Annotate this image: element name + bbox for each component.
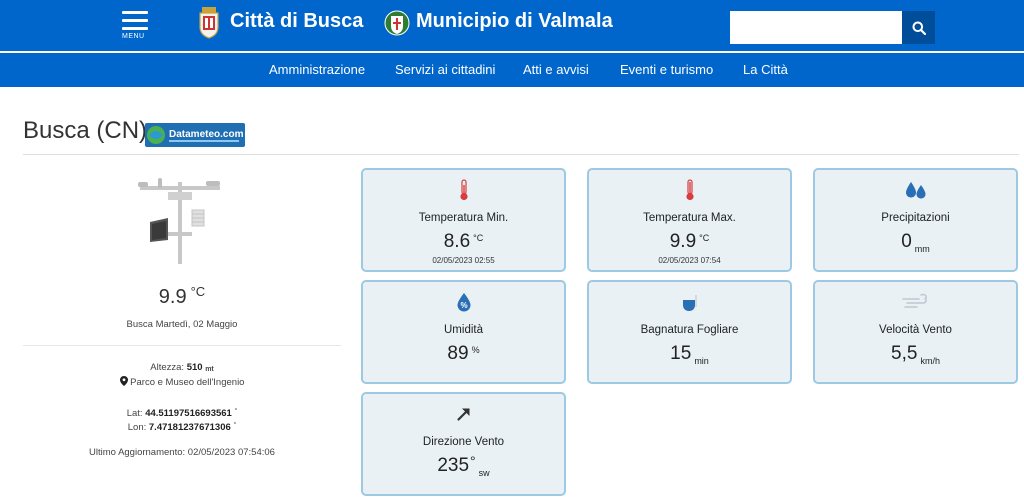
current-temperature-value: 9.9 bbox=[158, 286, 187, 308]
location-name: Parco e Museo dell'Ingenio bbox=[130, 377, 245, 388]
raindrops-icon bbox=[905, 182, 925, 199]
nav-item-servizi[interactable]: Servizi ai cittadini bbox=[395, 62, 496, 77]
leaf-wetness-value: 15 bbox=[670, 343, 692, 364]
humidity-drop-icon: % bbox=[457, 293, 470, 312]
latitude-degree: ° bbox=[234, 408, 238, 415]
card-temperature-min: Temperatura Min. 8.6 °C 02/05/2023 02:55 bbox=[361, 168, 566, 272]
menu-hamburger-bar bbox=[122, 11, 148, 14]
weather-station-icon bbox=[138, 178, 220, 264]
latitude-value: 44.51197516693561 bbox=[145, 408, 232, 419]
precip-value: 0 bbox=[901, 231, 912, 252]
wind-speed-value: 5,5 bbox=[891, 343, 918, 364]
wind-direction-unit: sw bbox=[478, 468, 490, 478]
wind-direction-value: 235 bbox=[437, 455, 470, 476]
left-divider bbox=[23, 345, 341, 346]
card-label: Temperatura Min. bbox=[418, 212, 509, 224]
card-value: 8.6 °C bbox=[363, 231, 564, 253]
place-date: Busca Martedì, 02 Maggio bbox=[126, 319, 238, 330]
map-pin-icon bbox=[119, 376, 128, 386]
card-value: 9.9 °C bbox=[589, 231, 790, 253]
current-temperature: 9.9 °C bbox=[0, 284, 364, 309]
altitude-label: Altezza: bbox=[150, 362, 185, 373]
leaf-wetness-unit: min bbox=[694, 356, 709, 366]
nav-item-amministrazione[interactable]: Amministrazione bbox=[269, 62, 366, 77]
site-title-valmala[interactable]: Municipio di Valmala bbox=[416, 10, 613, 32]
temp-max-unit: °C bbox=[699, 233, 710, 243]
card-label: Umidità bbox=[444, 324, 483, 336]
card-value: 89% bbox=[363, 343, 564, 365]
wind-direction-degree: ° bbox=[470, 453, 476, 469]
valmala-crest-icon[interactable] bbox=[384, 8, 410, 38]
wind-icon bbox=[901, 293, 927, 308]
wind-direction-arrow-icon bbox=[456, 408, 470, 421]
temp-max-value: 9.9 bbox=[669, 231, 697, 252]
longitude-value: 7.47181237671306 bbox=[148, 422, 231, 433]
last-update-label: Ultimo Aggiornamento: bbox=[89, 447, 186, 458]
humidity-unit: % bbox=[471, 345, 480, 355]
card-value: 5,5 km/h bbox=[815, 343, 1016, 366]
longitude-line: Lon: 7.47181237671306 ° bbox=[0, 422, 364, 433]
card-wind-speed: Velocità Vento 5,5 km/h bbox=[813, 280, 1018, 384]
card-temperature-max: Temperatura Max. 9.9 °C 02/05/2023 07:54 bbox=[587, 168, 792, 272]
temp-min-value: 8.6 bbox=[443, 231, 471, 252]
card-value: 0 mm bbox=[815, 231, 1016, 254]
search-button[interactable] bbox=[902, 11, 935, 44]
latitude-label: Lat: bbox=[126, 408, 143, 419]
temp-max-timestamp: 02/05/2023 07:54 bbox=[658, 256, 721, 265]
thermometer-icon bbox=[685, 179, 694, 201]
temp-min-unit: °C bbox=[473, 233, 484, 243]
title-divider bbox=[23, 154, 1019, 155]
card-leaf-wetness: Bagnatura Fogliare 15 min bbox=[587, 280, 792, 384]
card-label: Direzione Vento bbox=[422, 436, 505, 448]
card-precipitation: Precipitazioni 0 mm bbox=[813, 168, 1018, 272]
card-value: 15 min bbox=[589, 343, 790, 366]
location-line: Parco e Museo dell'Ingenio bbox=[0, 376, 364, 388]
last-update-value: 02/05/2023 07:54:06 bbox=[187, 447, 275, 458]
nav-item-eventi[interactable]: Eventi e turismo bbox=[620, 62, 714, 77]
site-title-busca[interactable]: Città di Busca bbox=[230, 10, 364, 32]
altitude-line: Altezza: 510 mt bbox=[0, 362, 364, 373]
menu-button[interactable]: MENU bbox=[122, 11, 150, 41]
last-update-line: Ultimo Aggiornamento: 02/05/2023 07:54:0… bbox=[0, 447, 364, 458]
card-label: Bagnatura Fogliare bbox=[640, 324, 739, 336]
thermometer-icon bbox=[459, 179, 468, 201]
current-temperature-unit: °C bbox=[190, 284, 206, 299]
wind-speed-unit: km/h bbox=[920, 356, 940, 366]
datameteo-logo-text: Datameteo.com bbox=[169, 129, 244, 140]
temp-min-timestamp: 02/05/2023 02:55 bbox=[432, 256, 495, 265]
header-top-bar: MENU Città di Busca Municipio di Valmala bbox=[0, 0, 1024, 51]
card-label: Temperatura Max. bbox=[643, 212, 736, 224]
longitude-label: Lon: bbox=[127, 422, 147, 433]
altitude-unit: mt bbox=[205, 366, 214, 373]
leaf-wetness-icon bbox=[682, 295, 697, 311]
datameteo-logo[interactable]: Datameteo.com bbox=[145, 123, 245, 147]
card-value: 235°sw bbox=[363, 453, 564, 478]
card-label: Velocità Vento bbox=[879, 324, 952, 336]
main-nav: Amministrazione Servizi ai cittadini Att… bbox=[0, 53, 1024, 87]
nav-item-la-citta[interactable]: La Città bbox=[743, 62, 788, 77]
menu-label: MENU bbox=[122, 33, 145, 40]
humidity-value: 89 bbox=[447, 343, 469, 364]
page-title: Busca (CN) bbox=[23, 117, 148, 144]
menu-hamburger-bar bbox=[122, 19, 148, 22]
menu-hamburger-bar bbox=[122, 27, 148, 30]
precip-unit: mm bbox=[914, 244, 930, 254]
busca-crest-icon[interactable] bbox=[196, 5, 222, 39]
search-icon bbox=[912, 21, 926, 35]
altitude-value: 510 bbox=[186, 362, 203, 373]
search-input[interactable] bbox=[730, 11, 902, 44]
svg-text:%: % bbox=[460, 301, 467, 310]
longitude-degree: ° bbox=[233, 422, 237, 429]
nav-item-atti[interactable]: Atti e avvisi bbox=[523, 62, 589, 77]
latitude-line: Lat: 44.51197516693561 ° bbox=[0, 408, 364, 419]
card-wind-direction: Direzione Vento 235°sw bbox=[361, 392, 566, 496]
card-humidity: % Umidità 89% bbox=[361, 280, 566, 384]
card-label: Precipitazioni bbox=[881, 212, 950, 224]
